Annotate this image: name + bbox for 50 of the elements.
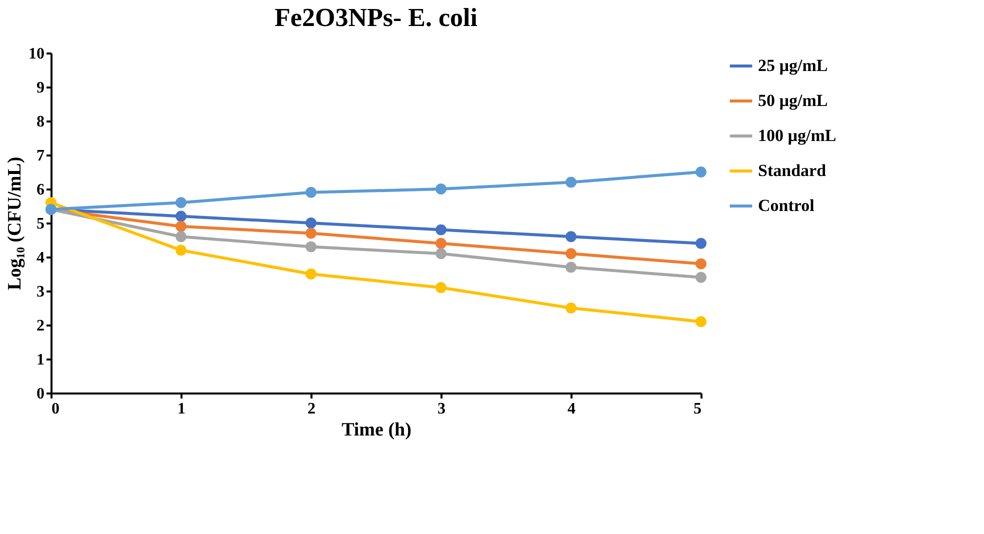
point (306, 241, 316, 252)
point (176, 197, 186, 208)
point (566, 231, 576, 242)
y-tick-label: 7 (36, 148, 44, 164)
y-tick-label: 5 (36, 216, 44, 232)
y-tick-label: 4 (36, 250, 44, 266)
y-tick-label: 1 (36, 352, 44, 368)
point (566, 302, 576, 314)
point (436, 224, 446, 236)
y-tick-label: 8 (36, 114, 44, 130)
chart-title: Fe2O3NPs- E. coli (274, 3, 478, 32)
point (566, 262, 576, 273)
legend-label: 50 µg/mL (758, 91, 828, 110)
x-tick-label: 2 (308, 400, 316, 418)
x-tick-label: 4 (568, 400, 576, 418)
legend-label: 25 µg/mL (758, 56, 828, 75)
point (436, 248, 446, 260)
point (436, 184, 446, 194)
point (696, 316, 706, 328)
legend-label: 100 µg/mL (758, 126, 836, 145)
point (436, 282, 446, 294)
point (696, 238, 706, 249)
point (696, 272, 706, 283)
y-axis-title: Log₁₀ (CFU/mL) (4, 156, 26, 290)
point (306, 268, 316, 280)
y-tick-label: 6 (36, 182, 44, 198)
x-axis-title: Time (h) (342, 420, 412, 440)
point (176, 220, 186, 232)
point (306, 218, 316, 228)
y-tick-label: 3 (36, 284, 44, 300)
y-tick-label: 0 (36, 386, 44, 402)
point (566, 248, 576, 260)
x-tick-label: 0 (52, 400, 60, 418)
point (696, 258, 706, 270)
legend-label: Control (758, 196, 815, 215)
point (566, 176, 576, 188)
point (436, 238, 446, 249)
point (176, 244, 186, 256)
x-tick-label: 5 (694, 400, 702, 418)
legend-label: Standard (758, 161, 827, 180)
x-tick-label: 1 (178, 400, 186, 418)
y-tick-label: 9 (36, 80, 44, 96)
y-tick-label: 2 (36, 318, 44, 334)
point (306, 228, 316, 239)
point (306, 186, 316, 198)
y-tick-label: 10 (28, 46, 44, 62)
point (696, 166, 706, 178)
point (176, 231, 186, 242)
point (176, 210, 186, 222)
x-tick-label: 3 (438, 400, 446, 418)
